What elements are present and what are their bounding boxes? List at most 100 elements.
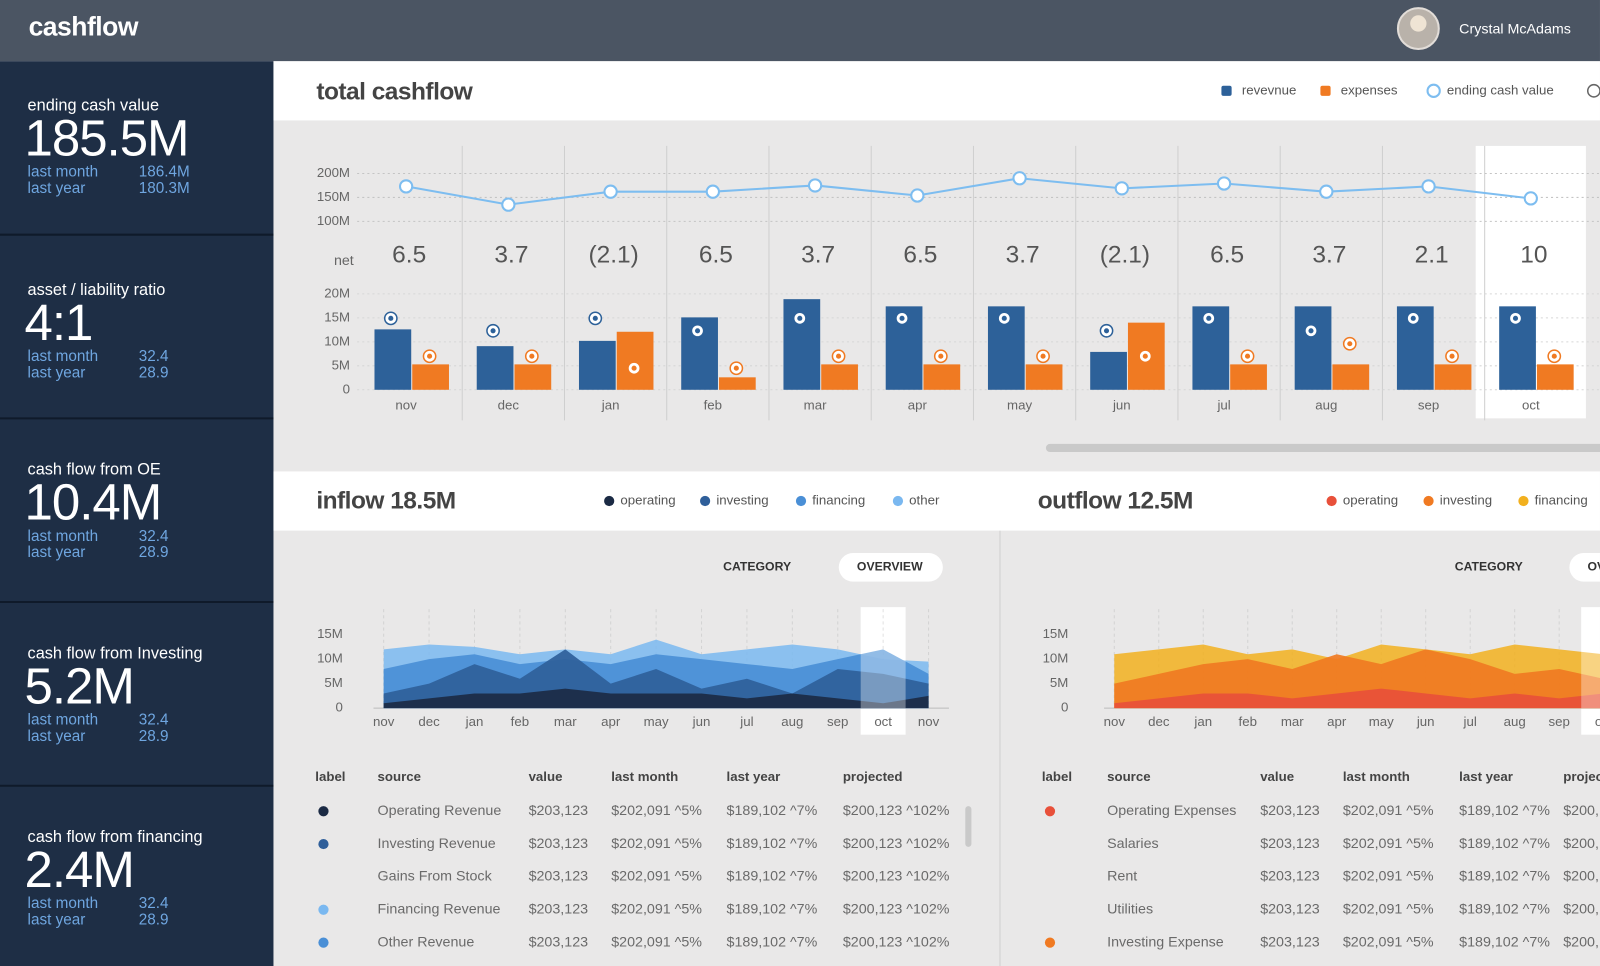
legend-marker xyxy=(1320,85,1331,96)
toggle-button[interactable]: OVERVIEW xyxy=(857,560,923,574)
user-name[interactable]: Crystal McAdams xyxy=(1459,21,1571,37)
x-tick-label: apr xyxy=(1327,714,1347,729)
y-tick-label: 10M xyxy=(317,651,343,666)
x-tick-label: dec xyxy=(1148,714,1170,729)
marker xyxy=(895,311,909,326)
row-dot xyxy=(318,806,329,817)
legend-label: revevnue xyxy=(1242,82,1297,97)
table-cell: $202,091 ^5% xyxy=(1343,836,1434,852)
bar xyxy=(412,364,449,390)
legend-marker xyxy=(699,495,711,507)
x-tick-label: mar xyxy=(554,714,577,729)
table-cell: $202,091 ^5% xyxy=(611,869,702,885)
area xyxy=(383,688,929,709)
table-cell: $189,102 ^7% xyxy=(1459,902,1550,918)
x-tick-label: oct xyxy=(1595,714,1600,729)
x-tick-label: aug xyxy=(781,714,803,729)
legend-label: financing xyxy=(1535,493,1588,508)
bar xyxy=(1294,306,1332,390)
scrollbar[interactable] xyxy=(965,806,972,847)
net-value: (2.1) xyxy=(589,242,639,269)
y-tick-label: 10M xyxy=(1043,651,1069,666)
marker xyxy=(997,311,1012,326)
card-stat: 32.4 xyxy=(139,711,169,728)
logo[interactable]: cashflow xyxy=(29,12,140,42)
line-point xyxy=(398,179,414,194)
column-header: value xyxy=(529,769,563,784)
table-cell: Investing Expense xyxy=(1107,934,1224,950)
card-title: cash flow from OE xyxy=(28,461,161,479)
x-tick-label: may xyxy=(644,714,669,729)
row-dot xyxy=(318,838,329,850)
column-header: last year xyxy=(1459,769,1513,784)
panel-title: total cashflow xyxy=(316,78,473,105)
x-tick-label: jan xyxy=(1193,714,1212,729)
marker-dot xyxy=(1551,353,1557,359)
bar xyxy=(718,377,756,390)
card-stat: last year xyxy=(28,365,86,382)
x-tick-label: jan xyxy=(465,714,484,729)
marker-dot xyxy=(1410,315,1416,321)
table-cell: $200,123 ^102% xyxy=(843,869,950,885)
net-value: 3.7 xyxy=(1006,242,1040,269)
marker-dot xyxy=(529,353,535,359)
table-cell: Rent xyxy=(1107,869,1137,885)
y-tick-label: 5M xyxy=(332,357,350,372)
bar xyxy=(514,364,552,390)
x-tick-label: jun xyxy=(692,714,711,729)
card-stat: last year xyxy=(28,180,86,197)
table-cell: $202,091 ^5% xyxy=(611,902,702,918)
legend-marker xyxy=(1518,495,1529,507)
legend-label: investing xyxy=(1440,493,1492,508)
bar xyxy=(1536,364,1574,390)
marker-dot xyxy=(899,315,905,321)
toggle-button[interactable]: OVERVIEW xyxy=(1588,560,1600,574)
card-stat: 32.4 xyxy=(139,348,169,365)
marker xyxy=(524,349,539,364)
line-point xyxy=(1216,176,1232,191)
table-cell: $189,102 ^7% xyxy=(1459,803,1550,819)
column-header: projected xyxy=(1563,769,1600,784)
bar xyxy=(1230,364,1267,390)
marker xyxy=(1547,349,1562,364)
area xyxy=(1114,688,1600,709)
marker xyxy=(1138,349,1153,364)
y-tick-label: 15M xyxy=(324,309,350,324)
marker-dot xyxy=(1512,315,1519,321)
table-cell: $203,123 xyxy=(529,869,589,885)
table-cell: $202,091 ^5% xyxy=(1343,869,1434,885)
x-tick-label: nov xyxy=(373,714,395,729)
table-cell: $189,102 ^7% xyxy=(1459,934,1550,950)
table-cell: Investing Revenue xyxy=(378,836,496,852)
x-tick-label: jun xyxy=(1416,714,1435,729)
x-tick-label: jul xyxy=(1463,714,1477,729)
card-stat: 32.4 xyxy=(139,528,169,545)
marker xyxy=(1201,311,1216,326)
column-header: label xyxy=(315,769,345,784)
legend-marker xyxy=(604,495,615,507)
marker xyxy=(383,311,398,326)
card-value: 10.4M xyxy=(24,474,161,531)
table-cell: Financing Revenue xyxy=(378,902,501,918)
sidebar xyxy=(0,61,274,966)
card-stat: last year xyxy=(28,544,86,561)
x-tick-label: may xyxy=(1007,398,1032,413)
scrollbar[interactable] xyxy=(1045,443,1600,453)
card-stat: 28.9 xyxy=(139,911,169,928)
marker-dot xyxy=(1308,328,1314,334)
toggle-button[interactable]: CATEGORY xyxy=(1455,560,1523,574)
toggle-button[interactable]: CATEGORY xyxy=(723,560,791,574)
table-cell: $189,102 ^7% xyxy=(1459,869,1550,885)
x-tick-label: jul xyxy=(1216,398,1230,413)
table-cell: Operating Expenses xyxy=(1107,803,1236,819)
table-cell: $200,123 ^102% xyxy=(1563,869,1600,885)
marker-dot xyxy=(733,365,739,371)
y-tick-label: 20M xyxy=(324,285,350,300)
net-value: 3.7 xyxy=(801,242,835,269)
toggle-active xyxy=(838,553,943,582)
x-tick-label: oct xyxy=(874,714,892,729)
table-cell: $203,123 xyxy=(1260,836,1320,852)
card-stat: 186.4M xyxy=(139,163,190,180)
bar xyxy=(1025,364,1063,390)
